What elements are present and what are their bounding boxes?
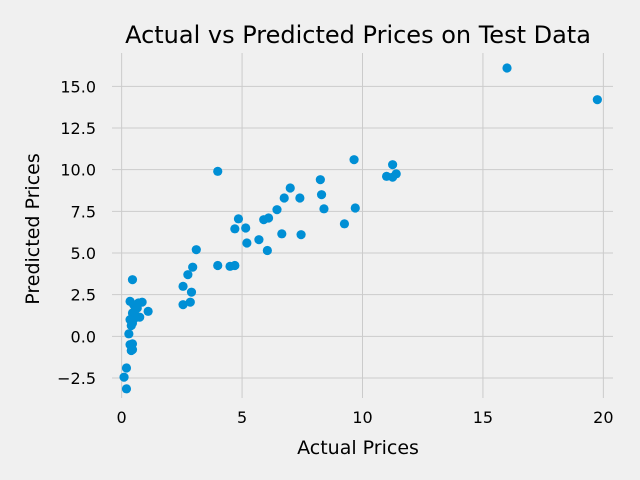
data-point: [315, 175, 325, 185]
y-tick-label: 2.5: [71, 286, 96, 305]
x-tick-label: 0: [117, 408, 127, 427]
y-tick-label: 15.0: [60, 77, 96, 96]
data-point: [191, 245, 201, 255]
data-point: [339, 219, 350, 229]
data-point: [388, 160, 398, 170]
data-point: [183, 270, 193, 280]
grid: [112, 53, 613, 398]
data-point: [143, 306, 153, 316]
data-point: [230, 224, 240, 234]
data-point: [213, 166, 223, 176]
data-point: [121, 384, 132, 394]
data-point: [185, 297, 195, 307]
y-tick-label: 10.0: [60, 161, 96, 180]
x-tick-label: 20: [593, 408, 613, 427]
y-tick-labels: −2.5 0.0 2.5 5.0 7.5 10.0 12.5 15.0: [57, 77, 96, 388]
data-point: [233, 214, 244, 224]
data-point: [263, 213, 274, 223]
x-axis-label: Actual Prices: [297, 437, 419, 459]
y-tick-label: 5.0: [71, 244, 96, 263]
x-tick-label: 5: [237, 408, 247, 427]
data-point: [213, 260, 223, 271]
data-point: [502, 63, 512, 73]
data-point: [178, 281, 188, 291]
data-point: [186, 287, 197, 297]
data-point: [254, 235, 264, 245]
data-point: [241, 223, 251, 233]
data-point: [319, 204, 329, 214]
x-tick-label: 15: [473, 408, 493, 427]
data-point: [295, 193, 305, 203]
data-point: [178, 300, 188, 310]
data-point: [285, 183, 295, 193]
data-point: [119, 372, 129, 382]
data-point: [592, 95, 602, 105]
data-point: [230, 260, 240, 271]
data-point: [188, 262, 198, 272]
data-point: [279, 193, 289, 203]
data-point: [121, 363, 132, 373]
data-point: [296, 230, 306, 240]
data-point: [124, 329, 134, 339]
data-point: [316, 190, 327, 200]
y-tick-label: 7.5: [71, 202, 96, 221]
data-point: [272, 205, 282, 215]
data-point: [127, 345, 138, 355]
data-point: [349, 155, 359, 165]
data-point: [350, 203, 360, 213]
y-tick-label: −2.5: [57, 369, 96, 388]
x-tick-label: 10: [352, 408, 372, 427]
data-point: [126, 320, 136, 331]
data-point: [127, 275, 138, 285]
chart-title: Actual vs Predicted Prices on Test Data: [125, 21, 591, 49]
data-point: [262, 245, 272, 256]
y-tick-label: 12.5: [60, 119, 96, 138]
data-point: [388, 172, 398, 182]
y-tick-label: 0.0: [71, 327, 96, 346]
y-axis-label: Predicted Prices: [22, 153, 44, 304]
x-tick-labels: 0 5 10 15 20: [117, 408, 614, 427]
data-point: [277, 229, 287, 239]
data-points: [119, 63, 602, 394]
data-point: [242, 238, 252, 248]
